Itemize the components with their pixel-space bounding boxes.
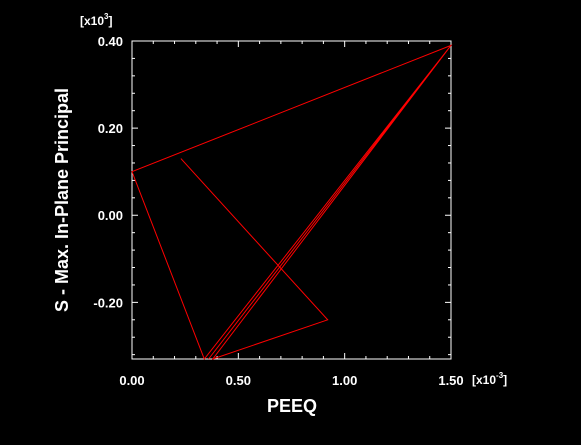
y-tick-label: 0.40 — [98, 34, 123, 49]
series-group — [131, 44, 453, 361]
y-tick-labels: -0.20 0.00 0.20 0.40 — [93, 34, 123, 310]
x-axis-multiplier: [x10-3] — [472, 371, 507, 387]
series-line — [131, 44, 453, 361]
y-axis-multiplier: [x103] — [80, 12, 112, 28]
x-tick-label: 1.00 — [332, 373, 357, 388]
x-tick-label: 1.50 — [438, 373, 463, 388]
x-axis-title: PEEQ — [267, 396, 317, 416]
x-tick-labels: 0.00 0.50 1.00 1.50 — [119, 373, 463, 388]
y-axis-title: S - Max. In-Plane Principal — [52, 88, 72, 312]
plot-frame — [131, 40, 452, 360]
y-tick-label: 0.20 — [98, 121, 123, 136]
x-tick-label: 0.00 — [119, 373, 144, 388]
y-tick-label: -0.20 — [93, 295, 123, 310]
x-tick-label: 0.50 — [226, 373, 251, 388]
y-tick-label: 0.00 — [98, 208, 123, 223]
axis-ticks — [131, 40, 452, 359]
